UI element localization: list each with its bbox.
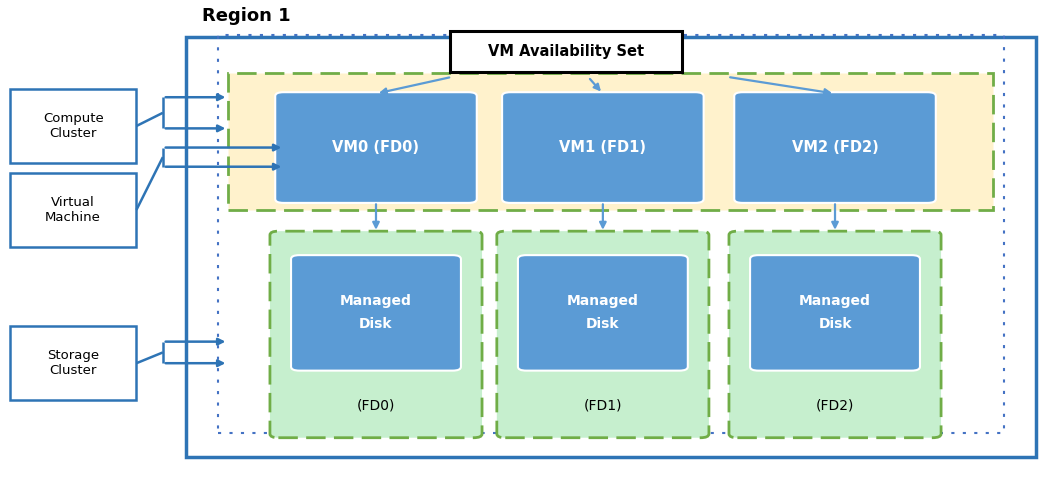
- Text: VM Availability Set: VM Availability Set: [488, 44, 644, 59]
- FancyBboxPatch shape: [750, 255, 920, 371]
- Text: Compute
Cluster: Compute Cluster: [42, 112, 104, 140]
- FancyBboxPatch shape: [518, 255, 688, 371]
- Text: VM1 (FD1): VM1 (FD1): [560, 140, 646, 155]
- FancyBboxPatch shape: [450, 31, 682, 72]
- FancyBboxPatch shape: [291, 255, 461, 371]
- Text: Region 1: Region 1: [202, 7, 291, 26]
- Text: Managed
Disk: Managed Disk: [340, 295, 412, 331]
- FancyBboxPatch shape: [10, 89, 136, 163]
- FancyBboxPatch shape: [275, 92, 477, 203]
- Text: Managed
Disk: Managed Disk: [799, 295, 871, 331]
- FancyBboxPatch shape: [10, 326, 136, 401]
- FancyBboxPatch shape: [229, 73, 993, 210]
- Text: (FD2): (FD2): [816, 398, 854, 412]
- FancyBboxPatch shape: [10, 173, 136, 247]
- FancyBboxPatch shape: [729, 231, 941, 438]
- Text: Storage
Cluster: Storage Cluster: [48, 349, 99, 377]
- FancyBboxPatch shape: [503, 92, 704, 203]
- FancyBboxPatch shape: [186, 37, 1036, 456]
- Text: (FD0): (FD0): [357, 398, 396, 412]
- FancyBboxPatch shape: [270, 231, 482, 438]
- Text: (FD1): (FD1): [584, 398, 622, 412]
- FancyBboxPatch shape: [734, 92, 935, 203]
- Text: Managed
Disk: Managed Disk: [567, 295, 639, 331]
- Text: VM2 (FD2): VM2 (FD2): [791, 140, 878, 155]
- Text: Virtual
Machine: Virtual Machine: [45, 196, 102, 224]
- Text: VM0 (FD0): VM0 (FD0): [332, 140, 419, 155]
- FancyBboxPatch shape: [497, 231, 709, 438]
